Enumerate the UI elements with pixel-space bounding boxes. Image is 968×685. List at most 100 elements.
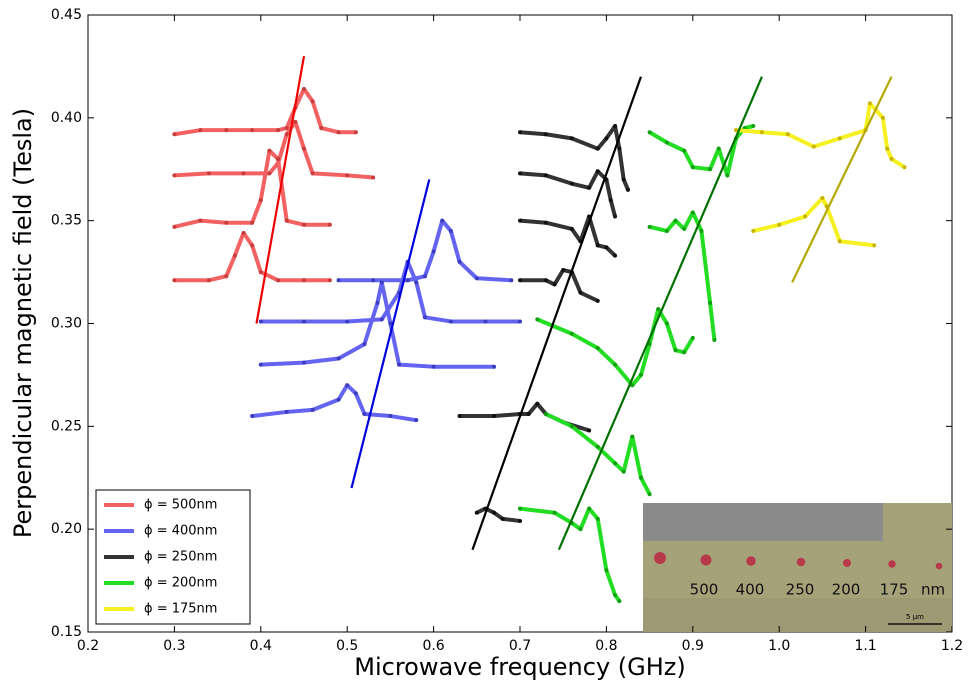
data-point (734, 128, 738, 133)
data-point (198, 218, 203, 223)
data-point (759, 130, 764, 135)
data-point (492, 364, 497, 369)
data-point (872, 243, 877, 248)
data-point (414, 418, 419, 423)
data-point (431, 364, 436, 369)
data-point (638, 475, 643, 480)
data-point (595, 346, 600, 351)
data-point (172, 224, 177, 229)
inset-dot (746, 556, 756, 566)
data-point (630, 434, 635, 439)
data-point (690, 210, 695, 215)
data-point (578, 527, 583, 532)
data-point (483, 319, 488, 324)
data-point (673, 218, 678, 223)
data-point (388, 321, 393, 326)
data-point (543, 220, 548, 225)
data-point (647, 492, 652, 497)
data-point (621, 177, 626, 182)
data-point (250, 128, 255, 133)
data-point (431, 249, 436, 254)
inset-dot (654, 552, 666, 564)
data-point (509, 278, 514, 283)
data-point (422, 274, 427, 279)
data-point (725, 173, 730, 178)
data-point (250, 220, 255, 225)
data-point (613, 253, 618, 258)
x-tick-label: 1.2 (941, 638, 963, 654)
data-point (375, 300, 380, 305)
y-tick-label: 0.20 (51, 521, 82, 537)
legend-label: ϕ = 200nm (144, 576, 217, 591)
data-point (880, 115, 885, 120)
data-point (785, 132, 790, 137)
data-point (353, 391, 358, 396)
data-point (712, 337, 717, 342)
data-line (260, 280, 495, 369)
inset-label: 400 (736, 581, 765, 599)
data-point (336, 356, 341, 361)
plot-area (172, 55, 907, 604)
data-point (440, 218, 445, 223)
data-line (173, 148, 330, 229)
data-point (302, 278, 306, 283)
inset-label: 250 (786, 581, 815, 599)
data-point (310, 171, 315, 176)
data-point (258, 198, 263, 203)
data-point (543, 411, 548, 416)
data-point (284, 132, 289, 137)
data-point (708, 300, 713, 305)
inset-dot (935, 562, 943, 570)
data-point (362, 342, 367, 347)
data-point (336, 397, 341, 402)
data-point (595, 516, 600, 521)
data-point (206, 278, 211, 283)
inset-scale-label: 5 μm (906, 613, 924, 621)
data-point (172, 173, 177, 178)
data-point (587, 185, 592, 190)
data-point (664, 321, 669, 326)
data-point (595, 444, 600, 449)
data-point (276, 278, 281, 283)
data-point (258, 270, 263, 275)
x-tick-label: 1.1 (854, 638, 876, 654)
data-point (267, 148, 272, 153)
data-point (319, 126, 324, 131)
x-tick-label: 0.5 (336, 638, 358, 654)
data-point (284, 218, 289, 223)
data-point (310, 407, 315, 412)
data-point (327, 222, 332, 227)
data-point (604, 568, 609, 573)
data-line (649, 210, 717, 341)
data-point (302, 319, 306, 324)
data-point (206, 171, 211, 176)
data-point (682, 350, 687, 355)
data-point (224, 274, 229, 279)
data-point (448, 319, 453, 324)
fit-line (791, 76, 893, 283)
inset-dot (700, 554, 712, 566)
data-point (561, 268, 566, 273)
data-line (519, 169, 617, 218)
data-point (699, 228, 704, 233)
data-point (284, 409, 289, 414)
data-point (302, 87, 306, 92)
x-tick-label: 0.7 (509, 638, 531, 654)
data-point (448, 228, 453, 233)
data-point (232, 253, 237, 258)
y-axis-title: Perpendicular magnetic field (Tesla) (9, 108, 37, 538)
data-point (595, 298, 600, 303)
inset-label: 500 (690, 581, 719, 599)
data-point (820, 196, 825, 201)
data-point (664, 228, 669, 233)
data-point (604, 136, 609, 141)
data-point (885, 146, 890, 151)
data-point (613, 461, 618, 466)
data-point (751, 124, 756, 129)
data-line (174, 87, 356, 137)
y-tick-label: 0.15 (51, 624, 82, 640)
x-axis-title: Microwave frequency (GHz) (354, 653, 686, 681)
data-point (310, 99, 315, 104)
data-point (353, 130, 358, 135)
data-point (647, 224, 652, 229)
